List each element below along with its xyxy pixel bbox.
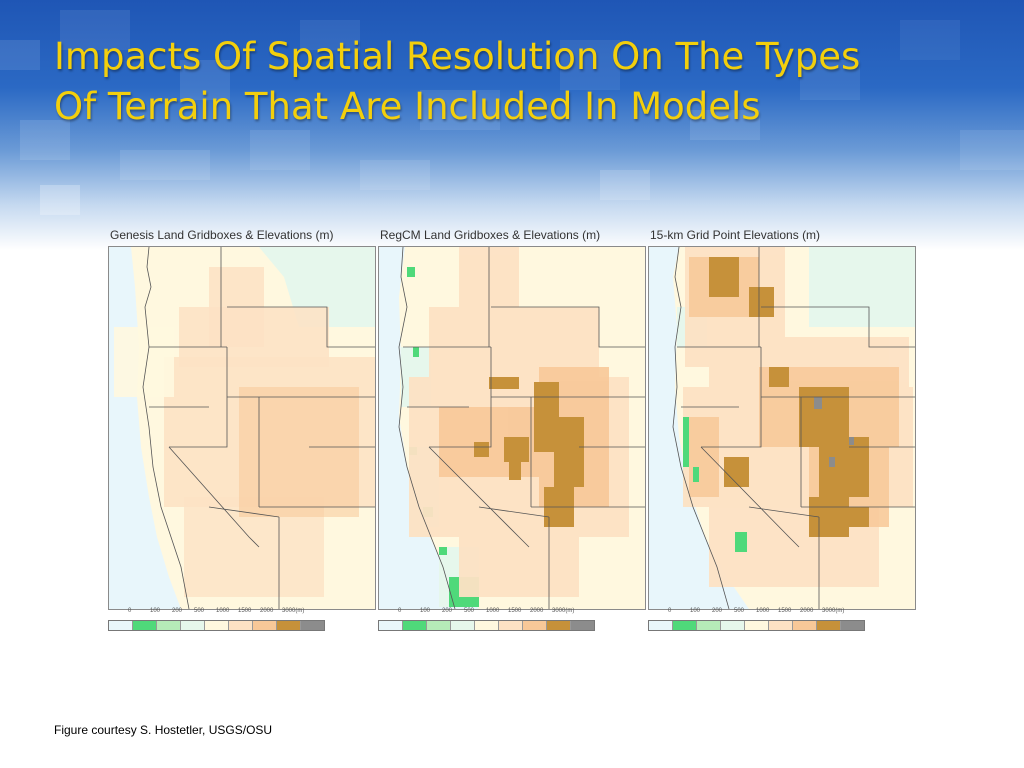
legend-tick-labels: 0 100 200 500 1000 1500 2000 3000(m) — [668, 608, 844, 620]
legend-tick-label: 100 — [690, 608, 701, 614]
legend-tick-label: 3000(m) — [552, 608, 575, 614]
genesis-elevation-map — [108, 246, 376, 610]
legend-tick-label: 1500 — [238, 608, 252, 614]
legend-tick-label: 0 — [668, 608, 672, 614]
legend-tick-label: 200 — [172, 608, 183, 614]
regcm-elevation-map — [378, 246, 646, 610]
legend-tick-label: 500 — [194, 608, 205, 614]
legend-swatch — [403, 621, 427, 630]
legend-tick-label: 2000 — [260, 608, 274, 614]
legend-swatch — [721, 621, 745, 630]
title-banner — [0, 0, 1024, 250]
legend-tick-label: 3000(m) — [282, 608, 305, 614]
legend-swatch — [475, 621, 499, 630]
legend-tick-label: 2000 — [530, 608, 544, 614]
figure-credit-caption: Figure courtesy S. Hostetler, USGS/OSU — [54, 723, 273, 737]
banner-tile-pattern — [0, 10, 1024, 215]
panel-title: 15-km Grid Point Elevations (m) — [650, 228, 821, 242]
legend-swatch — [817, 621, 841, 630]
slide-title: Impacts Of Spatial Resolution On The Typ… — [54, 32, 994, 132]
legend-tick-label: 1500 — [778, 608, 792, 614]
legend-swatch — [673, 621, 697, 630]
legend-tick-label: 200 — [442, 608, 453, 614]
legend-tick-label: 1000 — [216, 608, 230, 614]
panel-title: RegCM Land Gridboxes & Elevations (m) — [380, 228, 601, 242]
panel-title: Genesis Land Gridboxes & Elevations (m) — [110, 228, 334, 242]
slide-title-line-2: Of Terrain That Are Included In Models — [54, 85, 761, 128]
legend-tick-label: 500 — [464, 608, 475, 614]
legend-swatch — [133, 621, 157, 630]
legend-swatch — [451, 621, 475, 630]
legend-swatch — [769, 621, 793, 630]
legend-tick-label: 1500 — [508, 608, 522, 614]
legend-tick-label: 100 — [150, 608, 161, 614]
legend-tick-label: 1000 — [486, 608, 500, 614]
legend-swatch — [109, 621, 133, 630]
legend-swatch — [547, 621, 571, 630]
legend-swatch — [841, 621, 864, 630]
elevation-color-bar — [648, 620, 865, 631]
legend-swatch — [793, 621, 817, 630]
legend-tick-label: 3000(m) — [822, 608, 845, 614]
legend-tick-label: 500 — [734, 608, 745, 614]
legend-swatch — [499, 621, 523, 630]
elevation-color-bar — [378, 620, 595, 631]
legend-swatch — [697, 621, 721, 630]
legend-swatch — [277, 621, 301, 630]
legend-swatch — [157, 621, 181, 630]
legend-swatch — [253, 621, 277, 630]
legend-swatch — [379, 621, 403, 630]
legend-swatch — [301, 621, 324, 630]
legend-tick-label: 100 — [420, 608, 431, 614]
legend-swatch — [523, 621, 547, 630]
legend-tick-label: 200 — [712, 608, 723, 614]
legend-tick-label: 0 — [128, 608, 132, 614]
legend-swatch — [571, 621, 594, 630]
elevation-color-bar — [108, 620, 325, 631]
15km-elevation-map — [648, 246, 916, 610]
legend-tick-labels: 0 100 200 500 1000 1500 2000 3000(m) — [398, 608, 574, 620]
legend-tick-label: 2000 — [800, 608, 814, 614]
legend-tick-label: 1000 — [756, 608, 770, 614]
slide-title-line-1: Impacts Of Spatial Resolution On The Typ… — [54, 35, 861, 78]
legend-swatch — [229, 621, 253, 630]
legend-swatch — [427, 621, 451, 630]
legend-tick-label: 0 — [398, 608, 402, 614]
legend-swatch — [745, 621, 769, 630]
legend-swatch — [205, 621, 229, 630]
legend-tick-labels: 0 100 200 500 1000 1500 2000 3000(m) — [128, 608, 304, 620]
legend-swatch — [181, 621, 205, 630]
legend-swatch — [649, 621, 673, 630]
